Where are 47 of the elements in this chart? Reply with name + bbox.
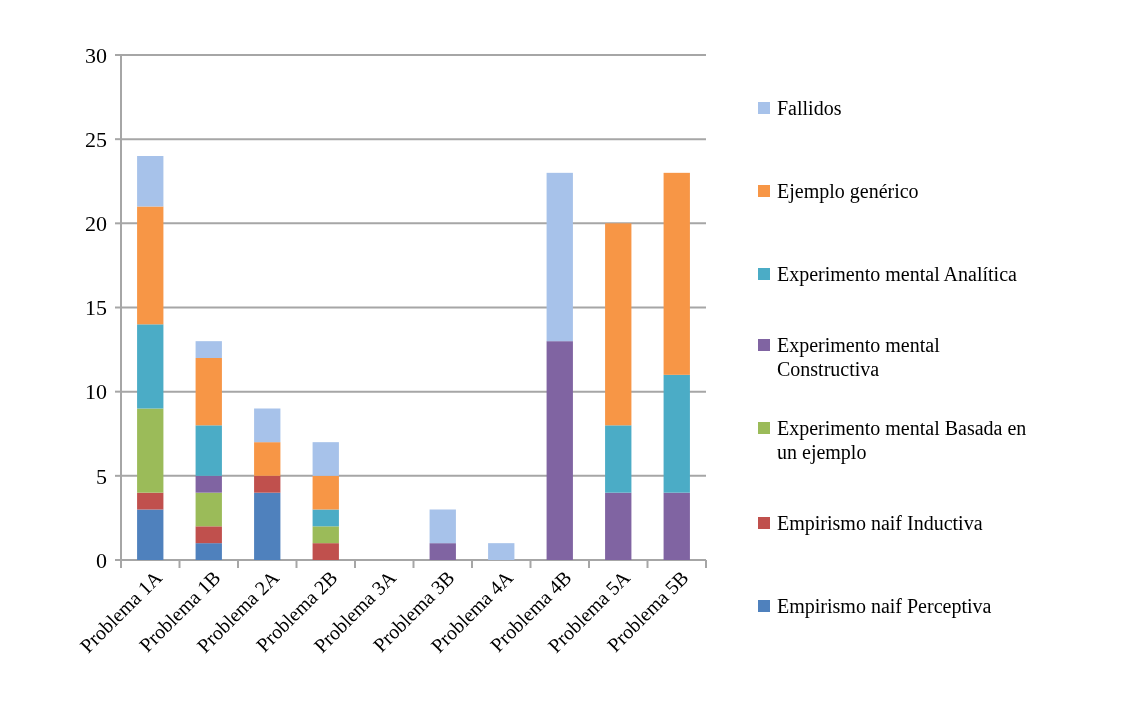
bar <box>195 475 222 493</box>
bar <box>195 526 222 544</box>
bar <box>605 492 632 560</box>
bar <box>429 543 456 560</box>
bar <box>137 324 164 409</box>
y-tick-label: 0 <box>96 547 107 573</box>
bar <box>546 172 573 342</box>
legend-label: Empirismo naif Inductiva <box>777 512 983 535</box>
legend-label: Empirismo naif Perceptiva <box>777 595 992 618</box>
bar <box>605 223 632 426</box>
bar <box>195 341 222 358</box>
legend-label: Experimento mental Constructiva <box>777 334 941 380</box>
legend-label: Fallidos <box>777 97 842 119</box>
bar <box>663 172 690 375</box>
legend-label: Experimento mental Analítica <box>777 263 1018 286</box>
bar <box>312 475 339 510</box>
bar <box>546 341 573 560</box>
bar <box>137 206 164 325</box>
y-tick-label: 20 <box>85 211 107 237</box>
bar <box>195 492 222 527</box>
legend-label: Experimento mental Basada en un ejemplo <box>777 417 1027 464</box>
y-tick-label: 15 <box>85 295 107 321</box>
bar <box>137 492 164 510</box>
bar <box>254 442 281 476</box>
bar <box>663 374 690 493</box>
bar <box>605 425 632 493</box>
y-tick-label: 25 <box>85 126 107 152</box>
y-tick-label: 30 <box>85 42 107 68</box>
bar <box>312 509 339 527</box>
bar <box>312 526 339 544</box>
y-tick-label: 5 <box>96 463 107 489</box>
bar <box>488 543 515 560</box>
bar <box>254 492 281 560</box>
bar <box>312 543 339 560</box>
bar <box>195 543 222 560</box>
bar <box>137 156 164 207</box>
bar <box>195 425 222 476</box>
bar <box>137 509 164 560</box>
bar <box>429 509 456 544</box>
legend-label: Ejemplo genérico <box>777 180 919 203</box>
bar <box>254 408 281 443</box>
bar <box>663 492 690 560</box>
bar <box>195 358 222 426</box>
bar <box>312 442 339 476</box>
bar <box>137 408 164 493</box>
y-tick-label: 10 <box>85 379 107 405</box>
bar <box>254 475 281 493</box>
